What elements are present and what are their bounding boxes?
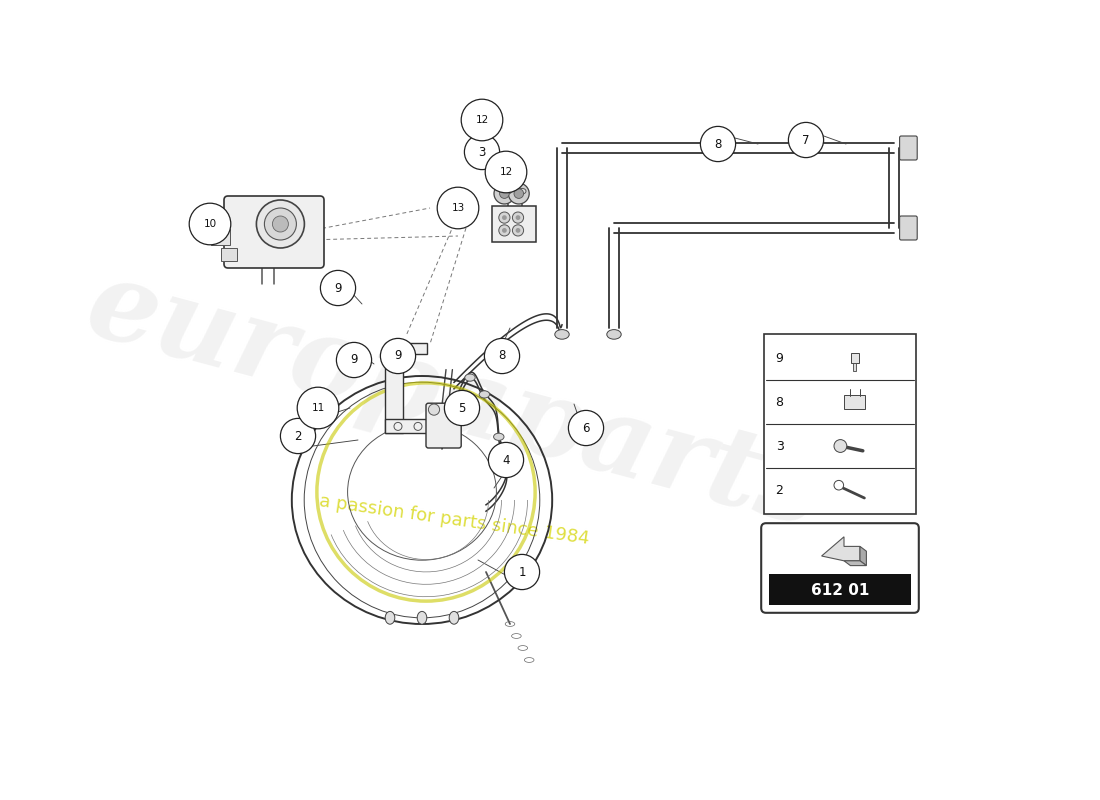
Text: 9: 9 (776, 351, 783, 365)
Circle shape (484, 338, 519, 374)
FancyBboxPatch shape (426, 403, 461, 448)
FancyBboxPatch shape (224, 196, 324, 268)
Circle shape (513, 225, 524, 236)
Text: 2: 2 (295, 430, 301, 442)
Ellipse shape (465, 374, 475, 381)
Circle shape (516, 228, 520, 233)
Text: 6: 6 (582, 422, 590, 434)
Circle shape (505, 554, 540, 590)
Text: europaparts: europaparts (75, 250, 833, 550)
Text: 10: 10 (204, 219, 217, 229)
Text: 4: 4 (503, 454, 509, 466)
Circle shape (834, 440, 847, 453)
Text: 13: 13 (451, 203, 464, 213)
Text: 1: 1 (518, 566, 526, 578)
Circle shape (280, 418, 316, 454)
Text: 9: 9 (350, 354, 358, 366)
Ellipse shape (449, 611, 459, 624)
Text: 7: 7 (802, 134, 810, 146)
Circle shape (701, 126, 736, 162)
Circle shape (789, 122, 824, 158)
Ellipse shape (417, 611, 427, 624)
Text: 12: 12 (475, 115, 488, 125)
Polygon shape (822, 537, 860, 561)
Circle shape (502, 228, 507, 233)
FancyBboxPatch shape (761, 523, 918, 613)
FancyBboxPatch shape (492, 206, 537, 242)
Ellipse shape (607, 330, 621, 339)
Text: 9: 9 (394, 350, 402, 362)
Circle shape (189, 203, 231, 245)
Circle shape (273, 216, 288, 232)
FancyBboxPatch shape (211, 229, 230, 245)
Circle shape (508, 183, 529, 204)
Text: 8: 8 (714, 138, 722, 150)
Circle shape (437, 187, 478, 229)
Circle shape (264, 208, 296, 240)
FancyBboxPatch shape (385, 419, 431, 433)
Circle shape (444, 390, 480, 426)
FancyBboxPatch shape (764, 334, 915, 514)
Text: 3: 3 (478, 146, 486, 158)
Text: 5: 5 (459, 402, 465, 414)
FancyBboxPatch shape (845, 395, 866, 410)
FancyBboxPatch shape (221, 248, 236, 261)
Circle shape (488, 442, 524, 478)
Circle shape (337, 342, 372, 378)
Ellipse shape (504, 189, 512, 194)
Circle shape (498, 225, 510, 236)
Circle shape (485, 151, 527, 193)
Circle shape (834, 480, 844, 490)
Circle shape (461, 99, 503, 141)
FancyBboxPatch shape (385, 351, 403, 433)
Ellipse shape (518, 189, 526, 194)
Circle shape (514, 189, 524, 198)
FancyBboxPatch shape (385, 343, 427, 354)
Text: 3: 3 (776, 439, 783, 453)
Text: 8: 8 (776, 395, 783, 409)
Circle shape (494, 183, 515, 204)
Circle shape (444, 404, 455, 415)
Ellipse shape (480, 390, 490, 398)
Circle shape (516, 215, 520, 220)
FancyBboxPatch shape (850, 354, 859, 363)
Text: 11: 11 (311, 403, 324, 413)
Ellipse shape (385, 611, 395, 624)
Circle shape (256, 200, 305, 248)
Circle shape (499, 189, 509, 198)
Ellipse shape (554, 330, 569, 339)
Circle shape (464, 134, 499, 170)
Circle shape (502, 215, 507, 220)
Ellipse shape (494, 452, 504, 459)
Circle shape (320, 270, 355, 306)
Ellipse shape (494, 434, 504, 440)
Circle shape (428, 404, 440, 415)
Circle shape (381, 338, 416, 374)
Text: 612 01: 612 01 (811, 583, 869, 598)
Circle shape (569, 410, 604, 446)
Circle shape (513, 212, 524, 223)
Polygon shape (844, 561, 867, 566)
Polygon shape (860, 546, 867, 566)
Text: 2: 2 (776, 483, 783, 497)
Circle shape (498, 212, 510, 223)
FancyBboxPatch shape (900, 216, 917, 240)
FancyBboxPatch shape (854, 363, 857, 371)
Text: 8: 8 (498, 350, 506, 362)
Text: a passion for parts since 1984: a passion for parts since 1984 (318, 492, 591, 548)
Text: 9: 9 (334, 282, 342, 294)
FancyBboxPatch shape (900, 136, 917, 160)
Circle shape (297, 387, 339, 429)
FancyBboxPatch shape (769, 574, 911, 605)
Text: 12: 12 (499, 167, 513, 177)
